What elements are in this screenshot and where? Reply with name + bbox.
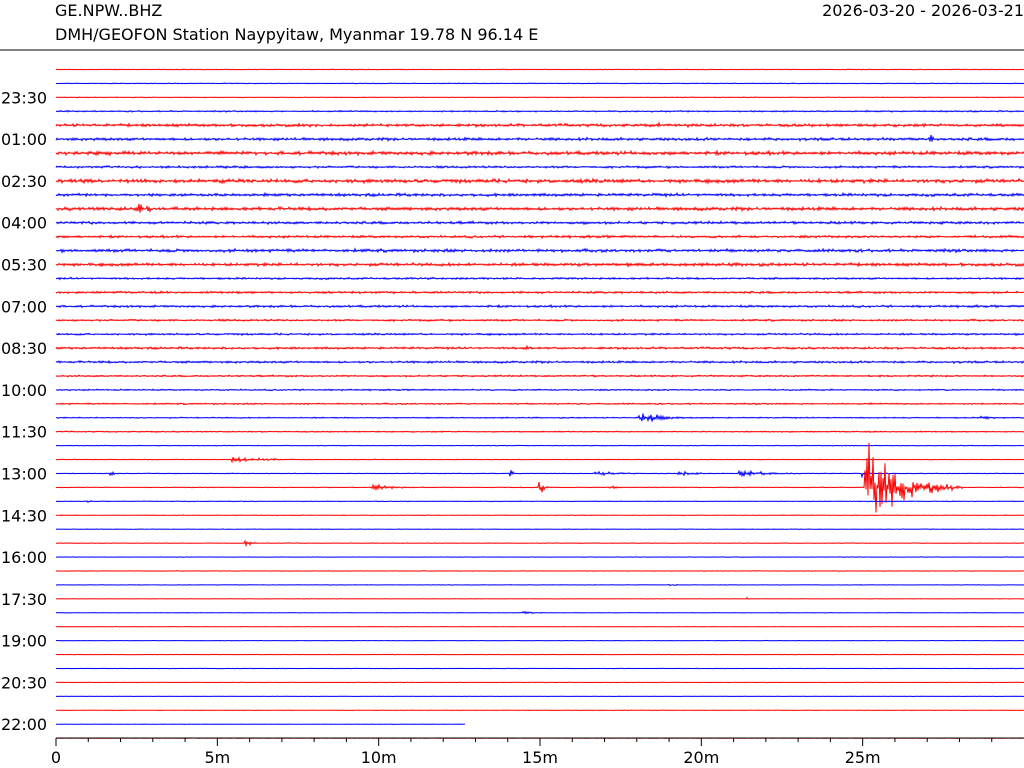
x-tick-label: 15m <box>522 748 558 767</box>
trace-line-21 <box>55 344 1024 351</box>
trace-line-35 <box>55 539 1024 548</box>
trace-line-18 <box>55 303 1024 309</box>
trace-line-24 <box>55 388 1024 392</box>
trace-line-1 <box>55 68 1024 71</box>
trace-line-39 <box>55 596 1024 600</box>
trace-line-22 <box>55 359 1024 365</box>
y-tick-label: 20:30 <box>1 673 47 692</box>
trace-line-17 <box>55 290 1024 295</box>
station-description: DMH/GEOFON Station Naypyitaw, Myanmar 19… <box>55 25 539 44</box>
y-tick-label: 04:00 <box>1 214 47 233</box>
trace-line-2 <box>55 82 1024 85</box>
trace-line-26 <box>55 413 1024 423</box>
x-tick-label: 25m <box>845 748 881 767</box>
trace-line-42 <box>55 639 1024 642</box>
trace-line-43 <box>55 653 1024 656</box>
y-tick-label: 14:30 <box>1 506 47 525</box>
trace-line-37 <box>55 570 1024 572</box>
trace-line-20 <box>55 332 1024 337</box>
trace-line-34 <box>55 528 1024 531</box>
date-range: 2026-03-20 - 2026-03-21 <box>822 1 1024 20</box>
trace-line-9 <box>55 177 1024 185</box>
trace-line-4 <box>55 109 1024 113</box>
x-tick-label: 0 <box>51 748 61 767</box>
trace-line-33 <box>55 514 1024 517</box>
trace-line-46 <box>55 695 1024 698</box>
trace-line-5 <box>55 121 1024 129</box>
trace-line-44 <box>55 667 1024 670</box>
trace-line-45 <box>55 681 1024 684</box>
y-tick-label: 22:00 <box>1 715 47 734</box>
x-tick-label: 5m <box>204 748 230 767</box>
y-tick-label: 23:30 <box>1 88 47 107</box>
trace-line-29 <box>55 455 1024 464</box>
x-tick-label: 20m <box>683 748 719 767</box>
trace-line-36 <box>55 556 1024 558</box>
trace-line-25 <box>55 402 1024 406</box>
y-tick-label: 02:30 <box>1 172 47 191</box>
x-axis: 0 5m 10m 15m 20m 25m <box>51 737 1024 767</box>
y-tick-label: 10:00 <box>1 381 47 400</box>
trace-line-12 <box>55 220 1024 226</box>
trace-line-7 <box>55 149 1024 157</box>
trace-line-41 <box>55 625 1024 628</box>
y-tick-label: 19:00 <box>1 632 47 651</box>
trace-line-19 <box>55 318 1024 323</box>
trace-line-13 <box>55 233 1024 240</box>
trace-line-40 <box>55 610 1024 615</box>
y-tick-label: 08:30 <box>1 339 47 358</box>
trace-line-6 <box>55 134 1024 143</box>
y-tick-label: 17:30 <box>1 590 47 609</box>
trace-line-3 <box>55 96 1024 99</box>
trace-line-27 <box>55 430 1024 434</box>
station-code: GE.NPW..BHZ <box>55 1 163 20</box>
trace-line-23 <box>55 374 1024 378</box>
trace-line-10 <box>55 191 1024 198</box>
y-tick-label: 13:00 <box>1 464 47 483</box>
y-tick-label: 16:00 <box>1 548 47 567</box>
y-tick-label: 05:30 <box>1 256 47 275</box>
trace-line-31 <box>55 442 1024 513</box>
trace-line-11 <box>56 203 1024 213</box>
trace-line-38 <box>55 583 1024 587</box>
y-tick-label: 07:00 <box>1 297 47 316</box>
y-axis-labels: 23:30 01:00 02:30 04:00 05:30 07:00 08:30 10:00… <box>1 88 47 734</box>
trace-line-30 <box>55 469 1024 479</box>
trace-line-14 <box>55 247 1024 254</box>
trace-line-16 <box>55 276 1024 281</box>
trace-line-32 <box>55 499 1024 504</box>
y-tick-label: 01:00 <box>1 130 47 149</box>
x-tick-label: 10m <box>361 748 397 767</box>
seismic-traces <box>55 68 1024 739</box>
trace-line-15 <box>55 261 1024 268</box>
trace-line-48 <box>55 723 466 726</box>
trace-line-28 <box>55 444 1024 447</box>
trace-line-47 <box>55 709 1024 712</box>
y-tick-label: 11:30 <box>1 423 47 442</box>
trace-line-8 <box>55 164 1024 170</box>
